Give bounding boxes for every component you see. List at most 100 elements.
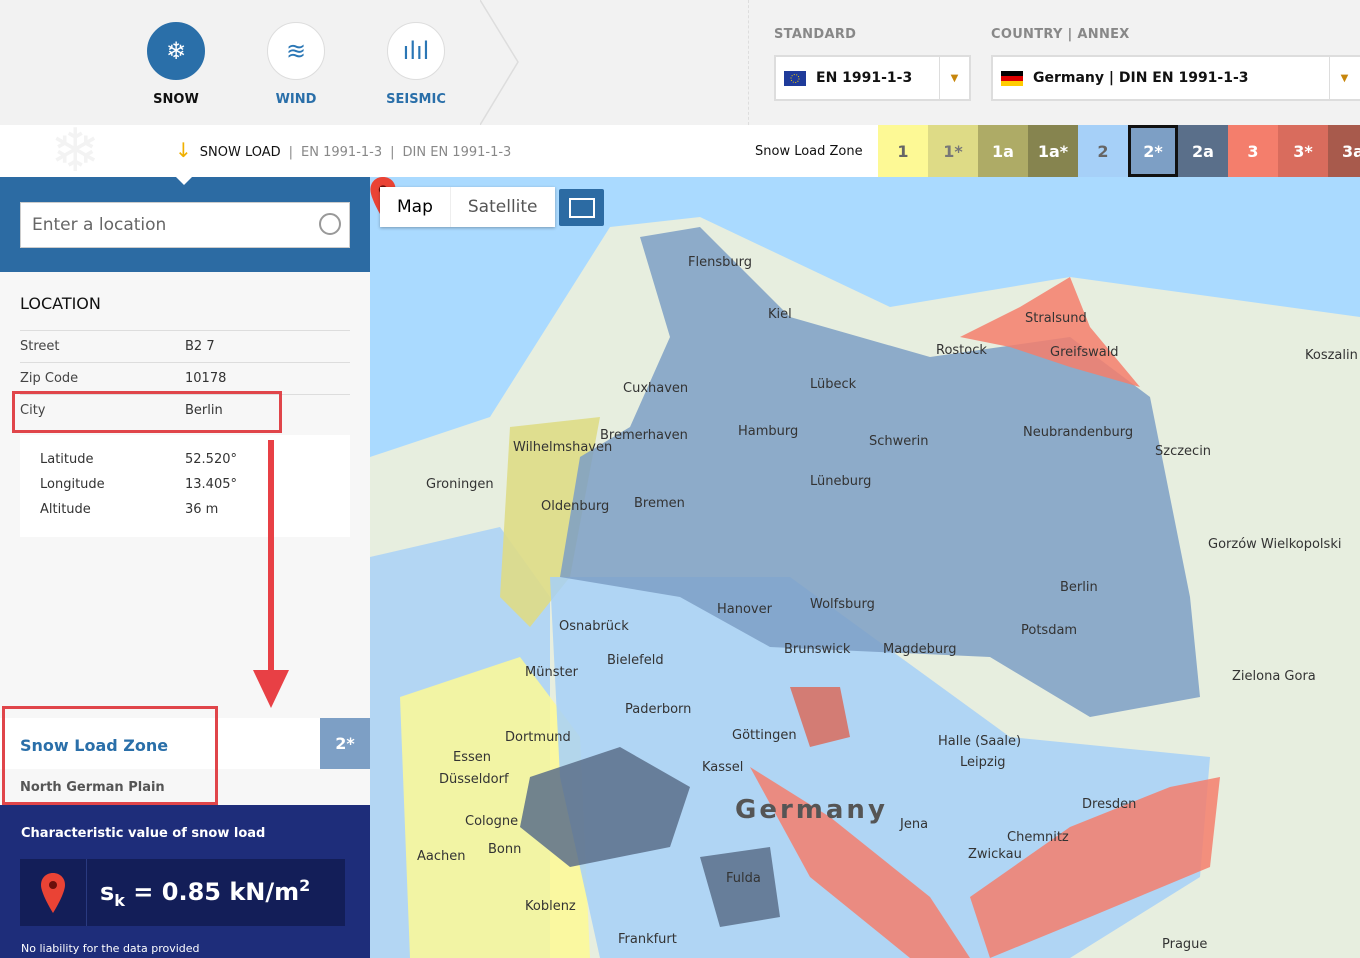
zone-highlight-box (2, 706, 218, 805)
dropdown-arrow-icon[interactable]: ▼ (939, 57, 969, 99)
standard-value: EN 1991-1-3 (816, 70, 913, 86)
search-placeholder: Enter a location (32, 215, 167, 235)
standard-label: STANDARD (774, 27, 857, 42)
label: Latitude (40, 452, 94, 467)
city-label: Groningen (426, 477, 494, 492)
city-label: Bielefeld (607, 653, 664, 668)
city-label: Bremerhaven (600, 428, 688, 443)
zone-2-star[interactable]: 2* (1128, 125, 1178, 177)
hazard-label: SNOW (153, 92, 199, 107)
city-label: Bonn (488, 842, 522, 857)
hazard-header: ❄ SNOW ≋ WIND ılıl SEISMIC STANDARD EN 1991… (0, 0, 1360, 125)
city-label: Neubrandenburg (1023, 425, 1134, 440)
seismic-icon: ılıl (387, 22, 445, 80)
label: City (20, 403, 46, 418)
city-label: Wolfsburg (810, 597, 875, 612)
zone-2a[interactable]: 2a (1178, 125, 1228, 177)
city-label: Brunswick (784, 642, 851, 657)
snowflake-icon: ❄ (147, 22, 205, 80)
city-label: Düsseldorf (439, 772, 509, 787)
city-label: Dortmund (505, 730, 571, 745)
city-label: Münster (525, 665, 578, 680)
map[interactable]: Flensburg Kiel Rostock Stralsund Greifswald L… (370, 177, 1360, 958)
hazard-label: SEISMIC (386, 92, 446, 107)
zone-1a-star[interactable]: 1a* (1028, 125, 1078, 177)
label: Longitude (40, 477, 105, 492)
location-row-zip: Zip Code 10178 (20, 362, 350, 394)
characteristic-title: Characteristic value of snow load (21, 826, 266, 841)
snowflake-watermark-icon: ❄ (50, 116, 101, 186)
country-value: Germany | DIN EN 1991-1-3 (1033, 70, 1249, 86)
label: Zip Code (20, 371, 79, 386)
city-label: Kiel (768, 307, 792, 322)
hazard-wind[interactable]: ≋ WIND (266, 22, 326, 107)
map-type-control: Map Satellite (380, 187, 555, 227)
city-label: Berlin (1060, 580, 1098, 595)
location-search-input[interactable]: Enter a location (20, 202, 350, 248)
snow-load-value-box: sk = 0.85 kN/m2 (20, 859, 345, 926)
zone-legend-label: Snow Load Zone (755, 144, 863, 159)
value: B2 7 (185, 339, 215, 354)
zone-2[interactable]: 2 (1078, 125, 1128, 177)
label: Street (20, 339, 60, 354)
zone-3-star[interactable]: 3* (1278, 125, 1328, 177)
search-icon[interactable] (319, 213, 341, 235)
zone-3a[interactable]: 3a (1328, 125, 1360, 177)
zone-1[interactable]: 1 (878, 125, 928, 177)
city-label: Zielona Gora (1232, 669, 1316, 684)
zone-1a[interactable]: 1a (978, 125, 1028, 177)
snow-load-value: sk = 0.85 kN/m2 (87, 876, 310, 910)
city-label: Hamburg (738, 424, 799, 439)
breadcrumb-main: SNOW LOAD (199, 144, 281, 160)
city-label: Wilhelmshaven (513, 440, 613, 455)
zone-result-badge: 2* (320, 718, 370, 769)
standard-select[interactable]: EN 1991-1-3 ▼ (774, 55, 971, 101)
zone-3-area (960, 277, 1140, 387)
notch (176, 177, 192, 185)
map-type-map-button[interactable]: Map (397, 197, 433, 217)
map-zones (370, 217, 1360, 958)
location-title: LOCATION (20, 294, 101, 313)
breadcrumb: ↓ SNOW LOAD | EN 1991-1-3 | DIN EN 1991-… (175, 138, 512, 162)
map-type-satellite-button[interactable]: Satellite (449, 187, 555, 227)
zone-legend: 1 1* 1a 1a* 2 2* 2a 3 3* 3a (878, 125, 1360, 177)
city-label: Oldenburg (541, 499, 610, 514)
annotation-arrowhead (253, 670, 289, 708)
zone-3star-area (790, 687, 850, 747)
dropdown-arrow-icon[interactable]: ▼ (1329, 57, 1359, 99)
annotation-arrow (268, 440, 274, 675)
city-label: Magdeburg (883, 642, 957, 657)
value: Berlin (185, 403, 223, 418)
hazard-snow[interactable]: ❄ SNOW (146, 22, 206, 107)
coordinates-box: Latitude 52.520° Longitude 13.405° Altitud… (20, 435, 350, 537)
fullscreen-icon (568, 197, 595, 218)
zone-3[interactable]: 3 (1228, 125, 1278, 177)
zone-1-star[interactable]: 1* (928, 125, 978, 177)
city-label: Zwickau (968, 847, 1022, 862)
city-label: Chemnitz (1007, 830, 1069, 845)
fullscreen-button[interactable] (559, 189, 604, 226)
hazard-seismic[interactable]: ılıl SEISMIC (386, 22, 446, 107)
hazard-label: WIND (275, 92, 317, 107)
country-select[interactable]: Germany | DIN EN 1991-1-3 ▼ (991, 55, 1360, 101)
breadcrumb-standard: EN 1991-1-3 (301, 144, 383, 160)
zone-1-area (400, 657, 590, 958)
chevron-divider (480, 0, 519, 125)
subheader: ❄ ↓ SNOW LOAD | EN 1991-1-3 | DIN EN 199… (0, 116, 1360, 186)
separator: | (390, 144, 395, 160)
value: 52.520° (185, 452, 237, 467)
city-label: Cuxhaven (623, 381, 689, 396)
zone-1star-area (500, 417, 600, 627)
city-label: Essen (453, 750, 491, 765)
longitude-row: Longitude 13.405° (40, 472, 330, 497)
wind-icon: ≋ (267, 22, 325, 80)
country-label: COUNTRY | ANNEX (991, 27, 1130, 42)
characteristic-panel: Characteristic value of snow load sk = 0… (0, 805, 370, 958)
breadcrumb-annex: DIN EN 1991-1-3 (402, 144, 512, 160)
city-label: Rostock (936, 343, 987, 358)
city-label: Halle (Saale) (938, 734, 1022, 749)
city-label: Göttingen (732, 728, 797, 743)
city-label: Leipzig (960, 755, 1006, 770)
city-label: Greifswald (1050, 345, 1119, 360)
country-label: Germany (735, 795, 888, 825)
